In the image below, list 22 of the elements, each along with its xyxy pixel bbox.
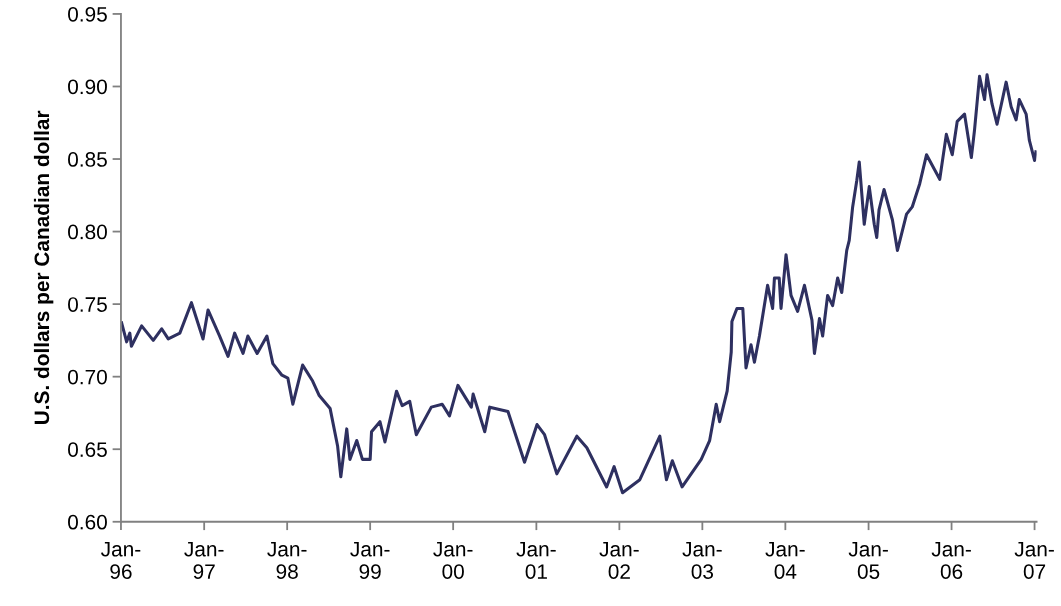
line-series	[120, 73, 1037, 495]
y-tick-label: 0.95	[68, 6, 107, 22]
y-tick-label: 0.80	[68, 224, 107, 240]
x-tick-label: Jan- 97	[184, 541, 224, 579]
y-tick-label: 0.60	[68, 514, 107, 530]
y-axis-title: U.S. dollars per Canadian dollar	[33, 110, 54, 425]
x-tick-label: Jan- 03	[682, 541, 722, 579]
y-tick-label: 0.65	[68, 442, 107, 457]
x-tick-label: Jan- 01	[516, 541, 556, 579]
y-tick-label: 0.85	[68, 152, 107, 167]
y-tick-label: 0.75	[68, 297, 107, 312]
y-tick-label: 0.70	[68, 369, 107, 385]
x-tick-label: Jan- 04	[765, 541, 805, 579]
x-tick-label: Jan- 98	[267, 541, 307, 579]
x-tick-label: Jan- 99	[350, 541, 390, 579]
x-tick-label: Jan- 05	[848, 541, 888, 579]
x-tick-label: Jan- 07	[1014, 541, 1054, 579]
x-tick-label: Jan- 06	[931, 541, 971, 579]
x-tick-label: Jan- 96	[101, 541, 141, 579]
y-tick-label: 0.90	[68, 79, 107, 95]
x-tick-label: Jan- 02	[599, 541, 639, 579]
x-tick-label: Jan- 00	[433, 541, 473, 579]
